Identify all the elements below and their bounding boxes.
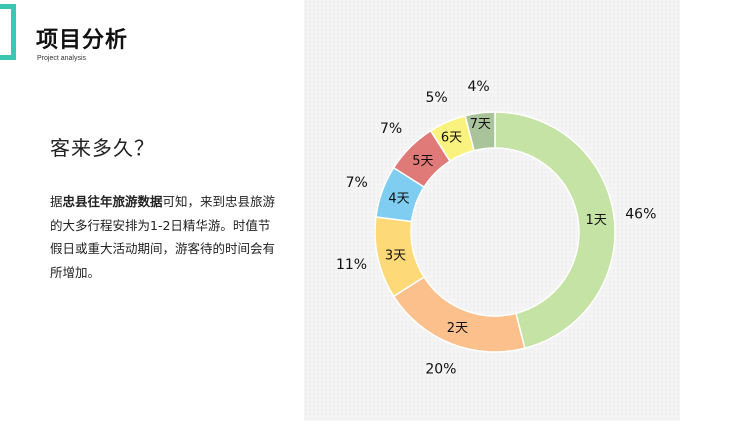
slice-value-label: 20% bbox=[425, 362, 456, 378]
slice-value-label: 11% bbox=[336, 257, 367, 273]
slice-value-label: 7% bbox=[380, 121, 402, 137]
paragraph-prefix: 据 bbox=[50, 194, 63, 209]
slice-category-label: 7天 bbox=[470, 117, 491, 132]
slice-value-label: 4% bbox=[467, 79, 489, 95]
page-title: 项目分析 bbox=[36, 28, 129, 53]
slice-value-label: 7% bbox=[346, 175, 368, 191]
slice-category-label: 6天 bbox=[441, 130, 462, 145]
chart-panel bbox=[304, 0, 680, 421]
slice-category-label: 5天 bbox=[412, 154, 433, 169]
donut-slice-7 bbox=[464, 111, 496, 152]
slice-category-label: 2天 bbox=[447, 321, 468, 336]
section-question: 客来多久？ bbox=[50, 136, 155, 160]
corner-bracket-decoration bbox=[0, 4, 16, 60]
paragraph-highlight: 忠县往年旅游数据 bbox=[62, 194, 163, 209]
page-subtitle: Project analysis bbox=[37, 55, 87, 62]
paragraph-body: 可知，来到忠县旅游的大多行程安排为1-2日精华游。时值节假日或重大活动期间，游客… bbox=[50, 194, 276, 280]
slice-value-label: 5% bbox=[426, 90, 448, 106]
slice-category-label: 3天 bbox=[385, 248, 406, 263]
donut-slice-2 bbox=[392, 275, 526, 353]
slice-category-label: 4天 bbox=[388, 191, 409, 206]
donut-slice-1 bbox=[494, 111, 616, 350]
slice-value-label: 46% bbox=[625, 207, 656, 223]
slice-category-label: 1天 bbox=[586, 213, 607, 228]
description-paragraph: 据忠县往年旅游数据可知，来到忠县旅游的大多行程安排为1-2日精华游。时值节假日或… bbox=[50, 190, 282, 284]
